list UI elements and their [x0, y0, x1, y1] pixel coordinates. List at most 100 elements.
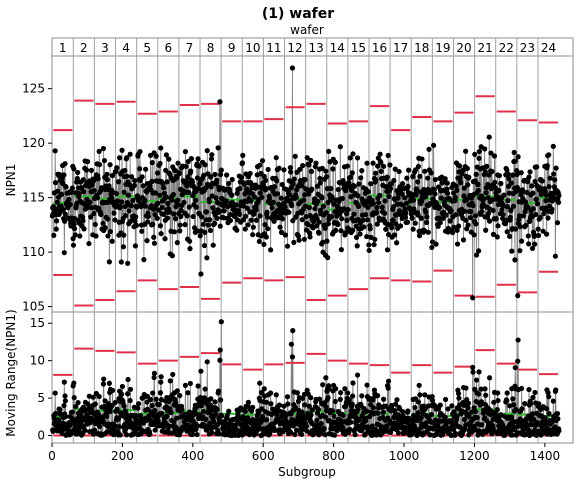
phase-label: 21 — [478, 41, 493, 55]
individuals-point — [302, 192, 308, 198]
individuals-point — [182, 149, 189, 155]
individuals-point — [490, 197, 496, 203]
individuals-point — [121, 189, 127, 195]
moving-range-point — [59, 430, 65, 436]
moving-range-point — [455, 390, 462, 397]
individuals-point — [539, 178, 545, 184]
moving-range-point — [465, 405, 471, 411]
moving-range-point — [418, 425, 424, 431]
moving-range-point — [476, 369, 482, 375]
individuals-point — [290, 181, 296, 187]
individuals-point — [513, 226, 519, 232]
moving-range-point — [263, 399, 269, 405]
individuals-point — [330, 166, 336, 172]
x-tick-label: 1200 — [459, 449, 490, 463]
moving-range-point — [92, 401, 98, 407]
individuals-point — [328, 185, 334, 192]
moving-range-point — [316, 396, 323, 402]
individuals-point — [454, 241, 461, 247]
individuals-point — [62, 218, 68, 224]
moving-range-point — [258, 390, 265, 396]
moving-range-point — [150, 390, 156, 396]
individuals-point — [463, 148, 469, 154]
individuals-point — [105, 233, 111, 239]
moving-range-point — [395, 430, 401, 436]
individuals-point — [183, 163, 189, 170]
top-y-axis-title: NPN1 — [4, 164, 18, 197]
individuals-point — [164, 179, 170, 185]
individuals-point — [553, 165, 559, 171]
individuals-point — [295, 233, 302, 239]
individuals-point — [310, 219, 317, 225]
individuals-point — [360, 217, 366, 223]
phase-label: 3 — [101, 41, 109, 55]
individuals-point — [214, 215, 220, 221]
moving-range-point — [119, 391, 125, 397]
individuals-point — [506, 190, 512, 196]
individuals-point — [399, 191, 405, 197]
x-tick-label: 200 — [111, 449, 134, 463]
individuals-point — [264, 214, 271, 220]
individuals-point — [302, 176, 308, 183]
moving-range-point — [201, 395, 208, 401]
individuals-point — [325, 255, 331, 261]
bottom-y-tick-label: 0 — [37, 429, 45, 443]
moving-range-point — [62, 393, 68, 399]
moving-range-point — [530, 416, 537, 422]
individuals-point — [443, 212, 449, 218]
moving-range-point — [217, 347, 223, 353]
moving-range-point — [340, 412, 346, 419]
moving-range-point — [147, 396, 154, 403]
moving-range-point — [422, 392, 428, 398]
moving-range-point — [284, 394, 291, 400]
moving-range-point — [219, 413, 225, 419]
moving-range-point — [204, 359, 210, 365]
individuals-point — [209, 152, 215, 158]
phase-label: 20 — [456, 41, 471, 55]
individuals-point — [452, 194, 459, 201]
individuals-point — [388, 185, 394, 192]
moving-range-point — [153, 396, 159, 402]
individuals-point — [374, 205, 380, 211]
individuals-point — [406, 167, 412, 173]
plot-frame — [51, 37, 574, 444]
moving-range-point — [554, 411, 561, 417]
individuals-point — [153, 153, 159, 159]
individuals-point — [461, 185, 467, 191]
individuals-point — [428, 201, 435, 207]
moving-range-point — [171, 419, 177, 425]
moving-range-point — [550, 398, 556, 404]
moving-range-point — [332, 432, 338, 438]
individuals-point — [245, 222, 251, 228]
individuals-point — [371, 241, 377, 248]
individuals-point — [361, 224, 367, 230]
individuals-point — [372, 236, 378, 243]
moving-range-point — [226, 408, 232, 414]
individuals-point — [197, 233, 203, 239]
moving-range-point — [544, 406, 550, 412]
individuals-point — [80, 177, 86, 183]
individuals-point — [106, 259, 112, 265]
individuals-point — [494, 234, 500, 240]
moving-range-point — [418, 414, 424, 421]
individuals-point — [319, 165, 325, 172]
moving-range-point — [417, 392, 423, 398]
individuals-point — [287, 164, 293, 171]
individuals-point — [130, 197, 136, 204]
individuals-point — [299, 183, 305, 189]
moving-range-point — [63, 413, 69, 420]
moving-range-point — [519, 385, 525, 392]
moving-range-point — [82, 427, 88, 434]
individuals-point — [422, 168, 428, 174]
moving-range-point — [179, 406, 185, 413]
moving-range-point — [105, 401, 111, 407]
individuals-point — [359, 168, 365, 174]
moving-range-point — [194, 423, 200, 429]
individuals-point — [387, 162, 393, 168]
individuals-point — [239, 160, 246, 166]
individuals-point — [229, 176, 235, 183]
individuals-point — [292, 153, 298, 159]
moving-range-point — [349, 401, 355, 407]
moving-range-point — [346, 397, 353, 403]
individuals-point — [156, 207, 162, 213]
